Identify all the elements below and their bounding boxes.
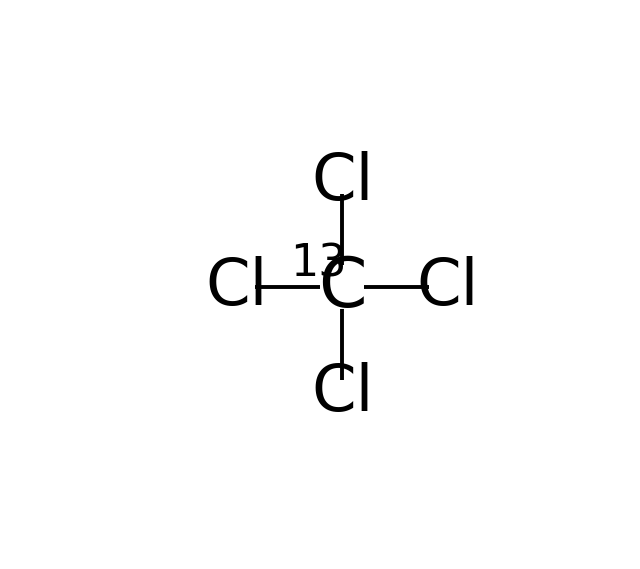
Text: Cl: Cl [417, 257, 479, 318]
Text: C: C [318, 254, 366, 321]
Text: 13: 13 [291, 242, 347, 286]
Text: Cl: Cl [311, 362, 373, 424]
Text: Cl: Cl [311, 151, 373, 213]
Text: Cl: Cl [205, 257, 268, 318]
